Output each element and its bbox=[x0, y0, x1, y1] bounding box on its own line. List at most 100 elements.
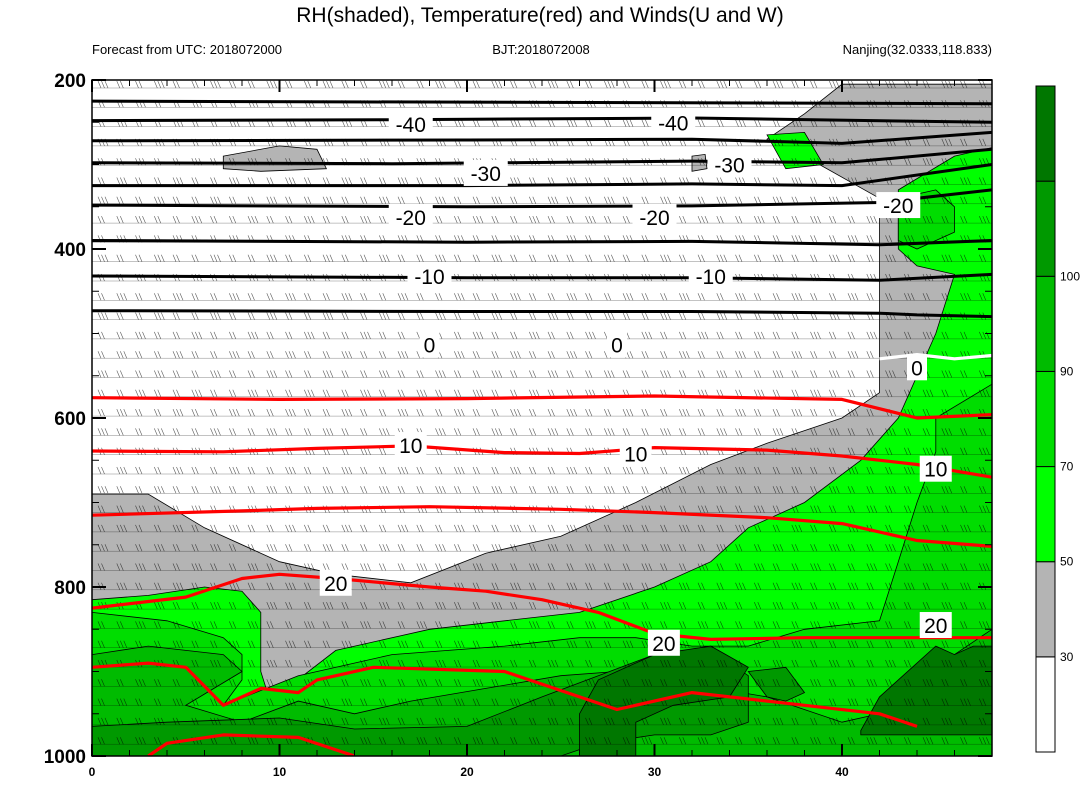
colorbar-box-3 bbox=[1035, 370, 1056, 468]
rh-region-9 bbox=[747, 666, 806, 702]
isotherm-label-6: -20 bbox=[876, 192, 921, 219]
isotherm-label-3: -30 bbox=[707, 151, 752, 178]
isotherm-15 bbox=[147, 733, 356, 756]
isotherm-layer bbox=[92, 99, 992, 756]
wind-barb-row-28 bbox=[92, 621, 992, 629]
wind-barb-row-9 bbox=[92, 254, 992, 262]
isotherm-label-text: -30 bbox=[714, 155, 744, 178]
isotherm-11 bbox=[92, 444, 992, 479]
rh-region-5 bbox=[92, 383, 992, 756]
isotherm-1 bbox=[92, 116, 992, 124]
isotherm-label-1: -40 bbox=[651, 109, 696, 136]
wind-barb-row-20 bbox=[92, 466, 992, 475]
isotherm-labels-layer: -40 -40 -30 -30 -20 -20 -20 -10 -10 0 0 0 10 10 10 20 20… bbox=[319, 109, 952, 656]
y-tick-label-2: 600 bbox=[54, 409, 86, 430]
colorbar-box-1 bbox=[1035, 561, 1056, 658]
isotherm-label-15: 20 bbox=[319, 569, 352, 596]
isotherm-label-10: 0 bbox=[607, 331, 627, 358]
isotherm-label-11: 0 bbox=[907, 354, 927, 381]
wind-barb-row-21 bbox=[92, 486, 992, 494]
isotherm-label-12: 10 bbox=[394, 432, 427, 459]
y-tick-label-4: 1000 bbox=[44, 747, 86, 768]
isotherm-label-text: 20 bbox=[652, 633, 675, 656]
isotherm-label-text: -20 bbox=[639, 207, 669, 230]
isotherm-0 bbox=[92, 99, 992, 106]
y-tick-label-0: 200 bbox=[54, 71, 86, 92]
isotherm-2 bbox=[92, 130, 992, 145]
colorbar-label-4: 100 bbox=[1060, 269, 1080, 283]
isotherm-label-text: 10 bbox=[924, 459, 947, 482]
wind-barb-row-18 bbox=[92, 428, 992, 436]
wind-barb-row-33 bbox=[92, 717, 992, 726]
isotherm-label-text: 20 bbox=[324, 573, 347, 596]
rh-region-11 bbox=[860, 645, 992, 736]
wind-barb-row-24 bbox=[92, 544, 992, 552]
y-tick-label-3: 800 bbox=[54, 578, 86, 599]
wind-barb-row-3 bbox=[92, 138, 992, 147]
isotherm-8 bbox=[92, 309, 992, 319]
isotherm-label-7: -10 bbox=[407, 263, 452, 290]
wind-barb-row-29 bbox=[92, 640, 992, 648]
wind-barb-row-12 bbox=[92, 312, 992, 320]
x-tick-label-2: 20 bbox=[460, 765, 474, 779]
wind-barb-row-35 bbox=[92, 757, 992, 764]
rh-region-10 bbox=[579, 645, 749, 756]
colorbar-box-6 bbox=[1035, 85, 1056, 182]
isotherm-label-9: 0 bbox=[419, 331, 440, 358]
isotherm-label-text: 10 bbox=[624, 443, 647, 466]
isotherm-9 bbox=[879, 353, 992, 361]
wind-barb-row-11 bbox=[92, 293, 992, 301]
isotherm-label-text: 10 bbox=[399, 435, 422, 458]
colorbar-box-5 bbox=[1035, 180, 1056, 277]
isotherm-label-13: 10 bbox=[619, 440, 652, 467]
location-subtitle: Nanjing(32.0333,118.833) bbox=[843, 42, 992, 57]
colorbar-label-1: 50 bbox=[1060, 555, 1074, 569]
x-tick-label-3: 30 bbox=[648, 765, 662, 779]
isotherm-12 bbox=[92, 505, 992, 548]
isotherm-label-text: -30 bbox=[471, 163, 501, 186]
isotherm-3 bbox=[92, 147, 992, 166]
plot-area: -40 -40 -30 -30 -20 -20 -20 -10 -10 0 0 0 10 10 10 20 20… bbox=[92, 80, 992, 764]
y-tick-label-1: 400 bbox=[54, 240, 86, 261]
isotherm-label-text: -40 bbox=[396, 114, 426, 137]
rh-shading-layer bbox=[92, 83, 992, 756]
x-tick-label-1: 10 bbox=[273, 765, 287, 779]
isotherm-label-4: -20 bbox=[388, 203, 433, 230]
colorbar-box-4 bbox=[1035, 275, 1056, 372]
colorbar-box-0 bbox=[1035, 656, 1056, 753]
isotherm-label-text: 0 bbox=[911, 357, 923, 380]
isotherm-label-text: 20 bbox=[924, 615, 947, 638]
isotherm-label-5: -20 bbox=[632, 203, 677, 230]
isotherm-label-text: 0 bbox=[611, 334, 623, 357]
colorbar-label-3: 90 bbox=[1060, 364, 1074, 378]
wind-barb-row-31 bbox=[92, 679, 992, 687]
isotherm-label-text: -40 bbox=[658, 112, 688, 135]
x-tick-label-0: 0 bbox=[89, 765, 96, 779]
wind-barb-row-27 bbox=[92, 601, 992, 610]
isotherm-label-text: -10 bbox=[696, 266, 726, 289]
wind-barb-row-23 bbox=[92, 524, 992, 533]
colorbar-box-2 bbox=[1035, 466, 1056, 563]
isotherm-label-16: 20 bbox=[647, 629, 680, 656]
colorbar-label-0: 30 bbox=[1060, 650, 1074, 664]
isotherm-4 bbox=[92, 163, 992, 188]
wind-barb-row-14 bbox=[92, 351, 992, 359]
x-tick-label-4: 40 bbox=[835, 765, 849, 779]
isotherm-label-14: 10 bbox=[919, 455, 952, 482]
isotherm-label-8: -10 bbox=[688, 263, 733, 290]
rh-region-2 bbox=[691, 153, 708, 172]
isotherm-14 bbox=[92, 661, 918, 728]
isotherm-6 bbox=[92, 239, 992, 247]
bjt-subtitle: BJT:2018072008 bbox=[492, 42, 590, 57]
isotherm-10 bbox=[92, 394, 992, 420]
colorbar-label-2: 70 bbox=[1060, 460, 1074, 474]
isotherm-label-0: -40 bbox=[388, 110, 433, 137]
wind-barb-row-25 bbox=[92, 563, 992, 571]
forecast-subtitle: Forecast from UTC: 2018072000 bbox=[92, 42, 282, 57]
wind-barb-row-15 bbox=[92, 370, 992, 378]
isotherm-label-text: -10 bbox=[414, 266, 444, 289]
isotherm-label-text: -20 bbox=[883, 195, 913, 218]
isotherm-label-text: 0 bbox=[424, 334, 436, 357]
isotherm-13 bbox=[92, 572, 992, 641]
